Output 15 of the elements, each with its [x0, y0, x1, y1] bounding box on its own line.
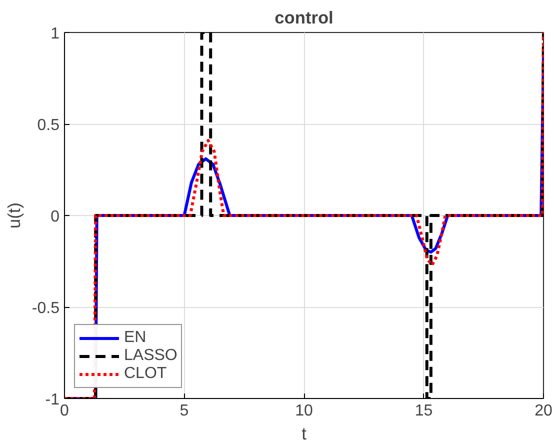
y-tick-label: -1 — [45, 392, 60, 408]
x-tick-label: 10 — [295, 402, 313, 420]
y-tick-label: 1 — [50, 26, 60, 42]
y-axis-title: u(t) — [4, 202, 24, 228]
chart-title: control — [274, 8, 334, 28]
x-tick-label: 20 — [534, 402, 552, 420]
x-axis-title: t — [302, 424, 307, 444]
legend-label: CLOT — [124, 365, 167, 383]
y-tick-label: 0 — [50, 208, 60, 226]
y-tick-label: -0.5 — [32, 300, 60, 317]
legend-label: EN — [124, 329, 146, 347]
x-tick-label: 15 — [414, 402, 433, 420]
x-tick-label: 5 — [180, 402, 189, 420]
legend-label: LASSO — [124, 347, 178, 365]
y-tick-label: 0.5 — [37, 117, 60, 134]
